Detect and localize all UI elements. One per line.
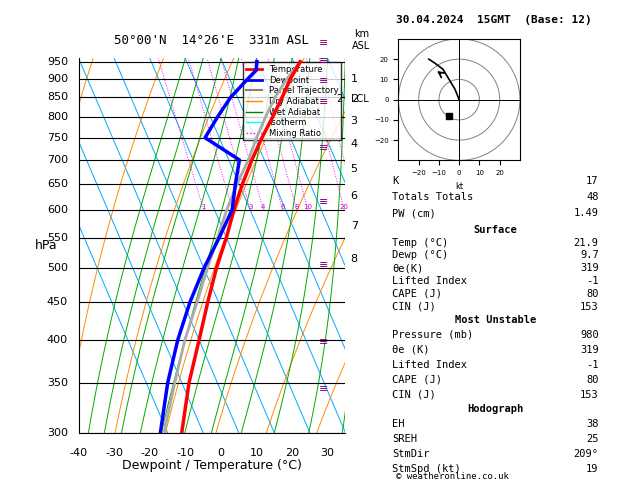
Text: CAPE (J): CAPE (J)	[392, 289, 442, 299]
Text: 25: 25	[586, 434, 599, 444]
Text: Lifted Index: Lifted Index	[392, 276, 467, 286]
Text: CIN (J): CIN (J)	[392, 302, 436, 312]
Text: 300: 300	[47, 428, 68, 437]
Text: PW (cm): PW (cm)	[392, 208, 436, 218]
Text: -30: -30	[105, 448, 123, 457]
Text: ≡: ≡	[320, 56, 328, 66]
Text: 38: 38	[586, 419, 599, 429]
Text: 50°00'N  14°26'E  331m ASL: 50°00'N 14°26'E 331m ASL	[114, 34, 309, 47]
Text: 950: 950	[47, 57, 68, 67]
Text: 80: 80	[586, 289, 599, 299]
Text: ≡: ≡	[320, 337, 328, 347]
Text: 4: 4	[351, 139, 358, 149]
Text: CIN (J): CIN (J)	[392, 390, 436, 399]
Text: 4: 4	[261, 204, 265, 209]
Text: 6: 6	[280, 204, 285, 209]
Text: ≡: ≡	[320, 143, 328, 154]
Text: LCL: LCL	[351, 94, 369, 104]
Text: hPa: hPa	[35, 239, 57, 252]
Text: 1: 1	[351, 74, 358, 84]
Text: Pressure (mb): Pressure (mb)	[392, 330, 473, 340]
Text: 550: 550	[47, 232, 68, 243]
Legend: Temperature, Dewpoint, Parcel Trajectory, Dry Adiabat, Wet Adiabat, Isotherm, Mi: Temperature, Dewpoint, Parcel Trajectory…	[243, 63, 341, 140]
Text: Dewpoint / Temperature (°C): Dewpoint / Temperature (°C)	[122, 459, 302, 472]
Text: ≡: ≡	[320, 260, 328, 270]
Text: -10: -10	[176, 448, 194, 457]
Text: 19: 19	[586, 464, 599, 474]
Text: 450: 450	[47, 297, 68, 307]
Text: 10: 10	[250, 448, 264, 457]
Text: ≡: ≡	[320, 197, 328, 207]
Text: 2: 2	[337, 94, 343, 104]
Text: 8: 8	[351, 254, 358, 264]
Text: ≡: ≡	[320, 97, 328, 107]
Text: 319: 319	[580, 345, 599, 355]
Text: 350: 350	[47, 378, 68, 388]
Text: 400: 400	[47, 335, 68, 345]
Text: 600: 600	[47, 205, 68, 214]
Text: 10: 10	[303, 204, 312, 209]
Text: 980: 980	[580, 330, 599, 340]
Text: 20: 20	[285, 448, 299, 457]
Text: 8: 8	[294, 204, 299, 209]
Text: 1.49: 1.49	[574, 208, 599, 218]
Text: Lifted Index: Lifted Index	[392, 360, 467, 369]
Text: 2: 2	[351, 94, 358, 104]
Text: 80: 80	[586, 375, 599, 384]
Text: 319: 319	[580, 263, 599, 273]
Text: CAPE (J): CAPE (J)	[392, 375, 442, 384]
Text: 153: 153	[580, 302, 599, 312]
Text: 7: 7	[351, 221, 358, 231]
Text: 30.04.2024  15GMT  (Base: 12): 30.04.2024 15GMT (Base: 12)	[396, 15, 592, 25]
Text: 30: 30	[321, 448, 335, 457]
Text: Temp (°C): Temp (°C)	[392, 238, 448, 247]
Text: Dewp (°C): Dewp (°C)	[392, 250, 448, 260]
Text: 3: 3	[248, 204, 252, 209]
Text: 17: 17	[586, 175, 599, 186]
Text: ≡: ≡	[320, 384, 328, 394]
Text: -1: -1	[586, 276, 599, 286]
Text: 9.7: 9.7	[580, 250, 599, 260]
Text: ≡: ≡	[320, 37, 328, 48]
Text: © weatheronline.co.uk: © weatheronline.co.uk	[396, 472, 509, 481]
Text: 2: 2	[230, 204, 235, 209]
Text: 6: 6	[351, 191, 358, 201]
X-axis label: kt: kt	[455, 182, 463, 191]
Text: Totals Totals: Totals Totals	[392, 192, 473, 202]
Text: StmDir: StmDir	[392, 449, 430, 459]
Text: 1: 1	[201, 204, 206, 209]
Text: 209°: 209°	[574, 449, 599, 459]
Text: StmSpd (kt): StmSpd (kt)	[392, 464, 461, 474]
Text: 5: 5	[351, 164, 358, 174]
Text: SREH: SREH	[392, 434, 417, 444]
Text: 20: 20	[340, 204, 348, 209]
Text: 153: 153	[580, 390, 599, 399]
Text: 500: 500	[47, 263, 68, 273]
Text: 0: 0	[218, 448, 225, 457]
Text: K: K	[392, 175, 398, 186]
Text: Surface: Surface	[474, 225, 517, 235]
Text: km
ASL: km ASL	[352, 29, 370, 51]
Text: 850: 850	[47, 92, 68, 103]
Text: θe(K): θe(K)	[392, 263, 423, 273]
Text: 48: 48	[586, 192, 599, 202]
Text: 700: 700	[47, 155, 68, 165]
Text: ≡: ≡	[320, 76, 328, 86]
Text: θe (K): θe (K)	[392, 345, 430, 355]
Text: 21.9: 21.9	[574, 238, 599, 247]
Text: 3: 3	[351, 116, 358, 126]
Text: 900: 900	[47, 74, 68, 84]
Text: 800: 800	[47, 112, 68, 122]
Text: 650: 650	[47, 179, 68, 189]
Text: Most Unstable: Most Unstable	[455, 314, 536, 325]
Text: Hodograph: Hodograph	[467, 404, 523, 414]
Text: -20: -20	[141, 448, 159, 457]
Text: 750: 750	[47, 133, 68, 143]
Text: -40: -40	[70, 448, 87, 457]
Text: EH: EH	[392, 419, 404, 429]
Text: -1: -1	[586, 360, 599, 369]
